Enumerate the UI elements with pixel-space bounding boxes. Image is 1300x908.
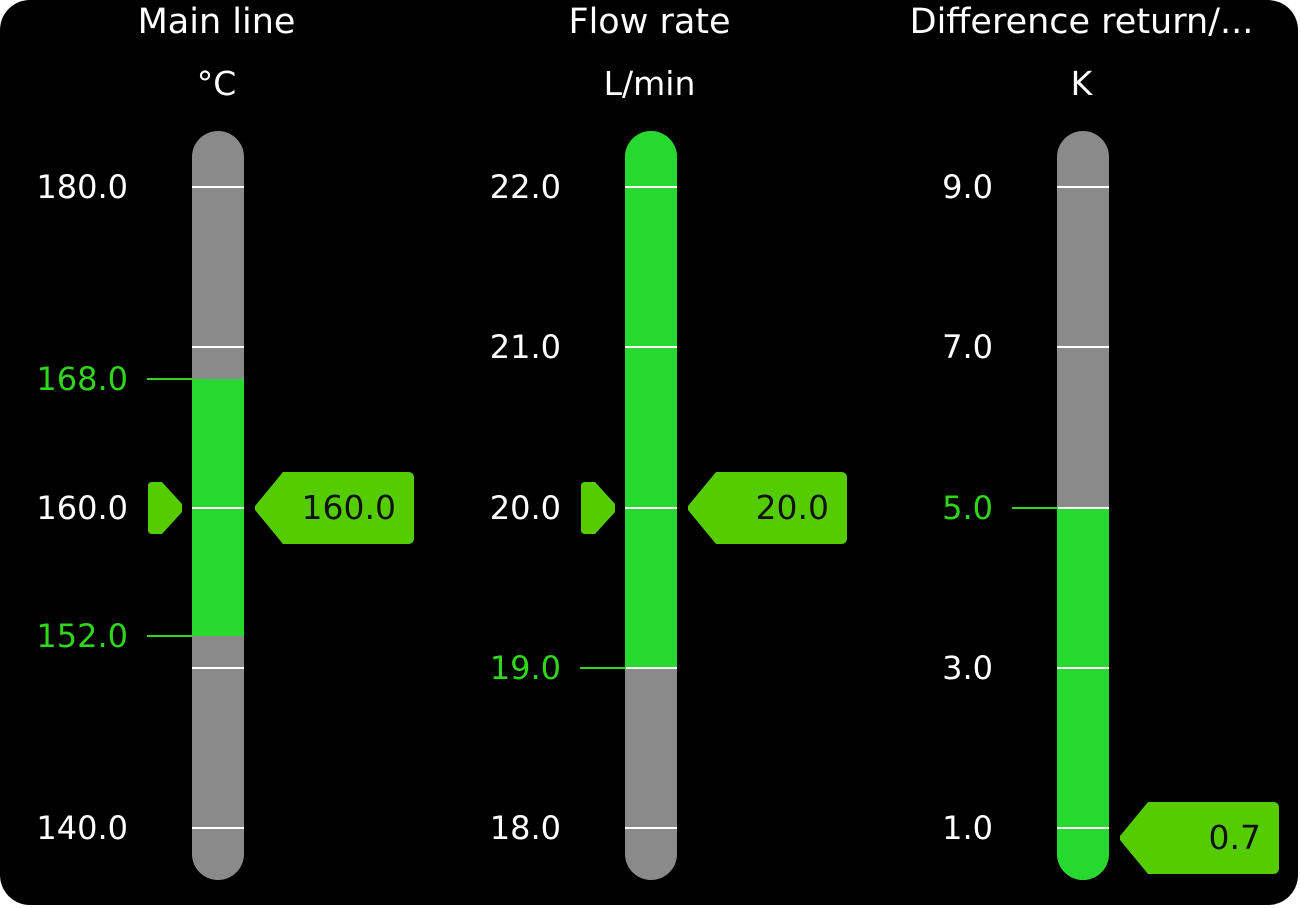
tick-label: 160.0 <box>36 488 128 527</box>
value-label: 20.0 <box>755 487 829 527</box>
limit-label: 152.0 <box>36 616 128 655</box>
gauge-title: Difference return/... <box>909 2 1254 42</box>
tick-line <box>1057 346 1109 349</box>
value-label: 160.0 <box>301 487 396 527</box>
limit-line <box>1012 506 1058 509</box>
gauge-band <box>1057 507 1109 880</box>
tick-label: 180.0 <box>36 168 128 206</box>
limit-line <box>147 378 193 381</box>
tick-label: 21.0 <box>489 328 561 367</box>
gauge-bar <box>192 131 244 880</box>
tick-line <box>192 827 244 829</box>
value-marker-icon <box>148 481 183 534</box>
gauge-2: Flow rate L/min 22.0 21.0 20.0 18.0 19.0 20.0 <box>433 0 866 905</box>
gauge-3: Difference return/... K 9.0 7.0 3.0 1.0 5.0 0.7 <box>865 0 1298 905</box>
value-pointer: 20.0 <box>688 471 847 544</box>
limit-label: 168.0 <box>36 360 128 399</box>
gauge-unit: °C <box>196 64 237 103</box>
limit-label: 5.0 <box>942 488 993 527</box>
tick-label: 7.0 <box>942 328 993 367</box>
tick-line <box>192 346 244 349</box>
tick-label: 3.0 <box>942 648 993 687</box>
value-pointer: 0.7 <box>1120 802 1279 874</box>
tick-label: 9.0 <box>942 168 993 206</box>
gauge-title: Flow rate <box>568 2 731 42</box>
tick-line <box>625 186 677 188</box>
limit-line <box>580 666 626 669</box>
tick-label: 18.0 <box>489 809 561 847</box>
gauge-unit: K <box>1070 64 1093 103</box>
limit-line <box>147 634 193 637</box>
tick-line <box>192 666 244 669</box>
limit-label: 19.0 <box>489 648 561 687</box>
tick-label: 20.0 <box>489 488 561 527</box>
tick-label: 1.0 <box>942 809 993 847</box>
gauge-unit: L/min <box>603 64 696 103</box>
tick-line <box>1057 506 1109 509</box>
gauge-band <box>625 131 677 668</box>
gauge-1: Main line °C 180.0 160.0 140.0 168.0 152.0 160.… <box>0 0 433 905</box>
tick-line <box>192 186 244 188</box>
gauge-bar <box>625 131 677 880</box>
value-pointer: 160.0 <box>255 471 414 544</box>
tick-line <box>1057 827 1109 829</box>
tick-line <box>1057 186 1109 188</box>
value-marker-icon <box>581 481 616 534</box>
tick-line <box>1057 666 1109 669</box>
gauge-title: Main line <box>137 2 296 42</box>
tick-line <box>625 506 677 509</box>
value-label: 0.7 <box>1208 818 1261 857</box>
tick-line <box>625 666 677 669</box>
tick-label: 140.0 <box>36 809 128 847</box>
tick-line <box>625 827 677 829</box>
tick-line <box>625 346 677 349</box>
tick-label: 22.0 <box>489 168 561 206</box>
tick-line <box>192 506 244 509</box>
gauge-bar <box>1057 131 1109 880</box>
